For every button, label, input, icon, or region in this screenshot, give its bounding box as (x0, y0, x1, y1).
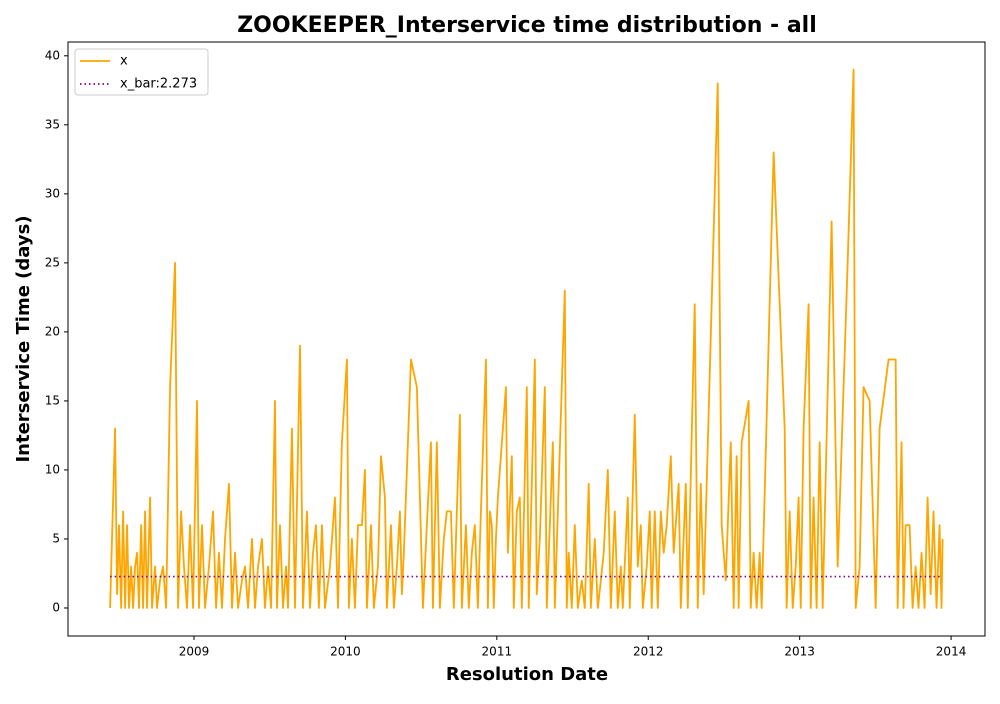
x-tick-label: 2013 (784, 645, 815, 659)
legend-label: x (120, 54, 128, 69)
y-tick-label: 10 (45, 462, 60, 476)
x-tick-label: 2012 (633, 645, 664, 659)
y-tick-label: 25 (45, 255, 60, 269)
chart-title: ZOOKEEPER_Interservice time distribution… (237, 13, 817, 38)
series-line (109, 68, 944, 609)
y-tick-label: 15 (45, 393, 60, 407)
x-axis-label: Resolution Date (446, 664, 608, 685)
x-tick-label: 2014 (936, 645, 967, 659)
x-tick-label: 2010 (330, 645, 361, 659)
y-tick-label: 35 (45, 117, 60, 131)
plot-frame (67, 41, 986, 637)
y-tick-label: 20 (45, 324, 60, 338)
x-tick-label: 2009 (179, 645, 210, 659)
legend: x x_bar:2.273 (74, 48, 209, 96)
y-tick-label: 30 (45, 186, 60, 200)
y-tick-label: 5 (52, 531, 60, 545)
y-axis-label: Interservice Time (days) (13, 215, 34, 462)
x-tick-label: 2011 (482, 645, 513, 659)
legend-label: x_bar:2.273 (120, 77, 197, 92)
y-tick-label: 40 (45, 48, 60, 62)
y-tick-label: 0 (52, 600, 60, 614)
